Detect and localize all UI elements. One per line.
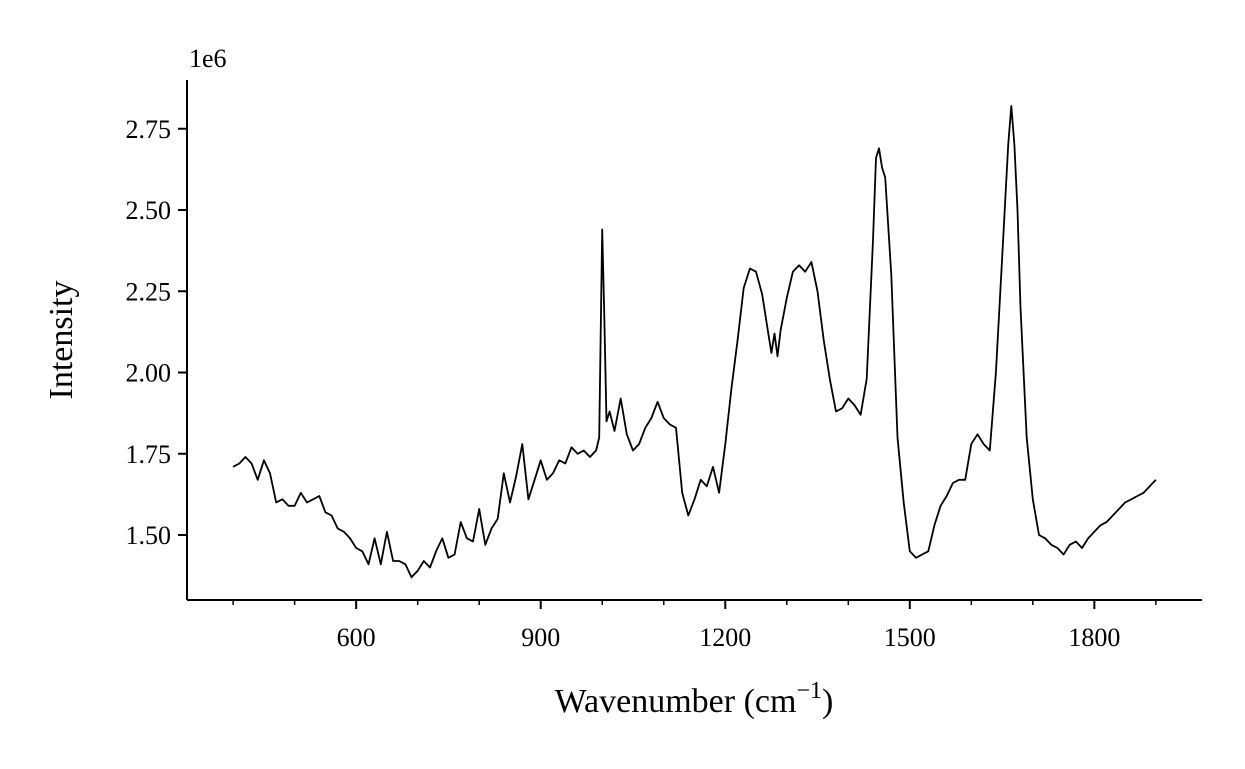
x-tick-label: 600 (337, 623, 376, 652)
y-multiplier: 1e6 (189, 44, 227, 73)
x-tick-label: 1500 (884, 623, 936, 652)
x-axis-title-close: ) (822, 683, 833, 720)
y-tick-label: 2.50 (126, 196, 172, 225)
y-axis-title: Intensity (43, 281, 80, 400)
series-line (232, 105, 1157, 579)
y-tick-label: 1.50 (126, 521, 172, 550)
y-tick-label: 2.00 (126, 359, 172, 388)
x-axis-title: Wavenumber (cm−1) (555, 678, 834, 720)
x-axis-title-sup: −1 (796, 678, 822, 704)
y-tick-label: 2.75 (126, 115, 172, 144)
x-tick-label: 900 (521, 623, 560, 652)
x-axis-title-main: Wavenumber (cm (555, 683, 797, 720)
x-tick-label: 1800 (1068, 623, 1120, 652)
y-tick-label: 2.25 (126, 277, 172, 306)
y-ticks: 1.50 1.75 2.00 2.25 2.50 2.75 (126, 115, 187, 550)
x-tick-label: 1200 (699, 623, 751, 652)
x-minor-ticks (232, 600, 1157, 605)
y-tick-label: 1.75 (126, 440, 172, 469)
x-ticks: 600 900 1200 1500 1800 (337, 600, 1120, 652)
plot-area: 600 900 1200 1500 1800 1.50 1.75 2.00 2.25 2.50 2… (126, 80, 1202, 652)
